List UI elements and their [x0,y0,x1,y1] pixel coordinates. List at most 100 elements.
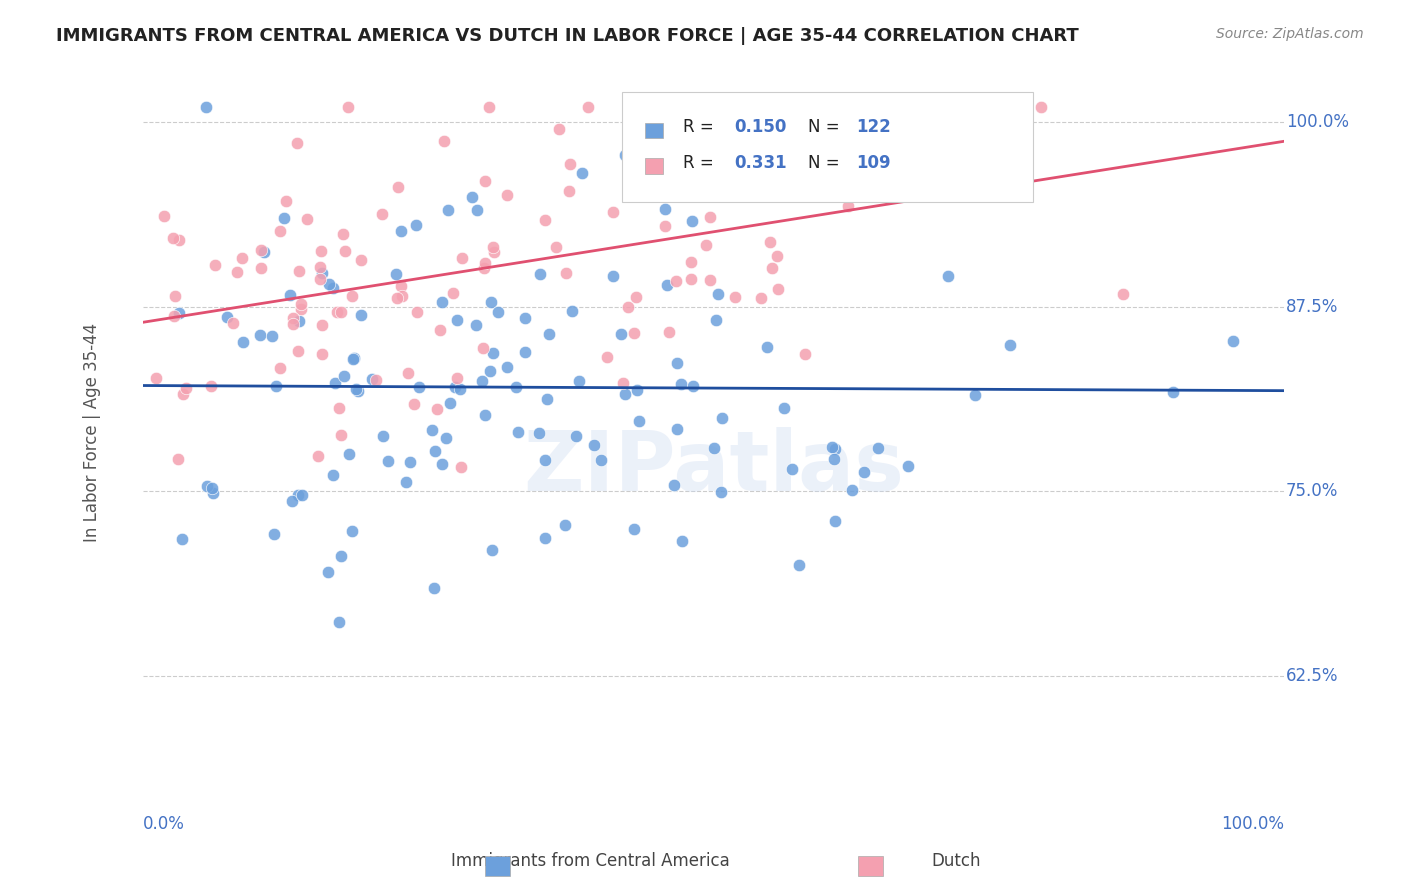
Point [249,327,271,342]
Point [322,280,344,294]
Point [335,244,357,258]
Point [1222,334,1244,348]
FancyBboxPatch shape [623,92,1033,202]
Point [269,224,291,238]
Point [350,308,373,322]
Point [264,379,287,393]
Point [290,301,312,316]
Point [405,304,427,318]
Point [628,414,651,428]
Point [420,423,443,437]
Text: IMMIGRANTS FROM CENTRAL AMERICA VS DUTCH IN LABOR FORCE | AGE 35-44 CORRELATION : IMMIGRANTS FROM CENTRAL AMERICA VS DUTCH… [56,27,1078,45]
Point [505,380,527,394]
Point [281,317,304,331]
Point [841,483,863,498]
Point [837,199,859,213]
Point [582,438,605,452]
Point [561,303,583,318]
Point [617,131,640,145]
Point [195,478,218,492]
Point [610,327,633,342]
Point [482,346,505,360]
Point [204,258,226,272]
Point [558,184,581,198]
Point [681,214,703,228]
Point [461,190,484,204]
Point [568,374,591,388]
Point [423,581,446,595]
Point [389,279,412,293]
Point [166,451,188,466]
Point [443,285,465,300]
Point [153,209,176,223]
Point [288,264,311,278]
Point [626,384,648,398]
Point [1112,287,1135,301]
Point [221,317,243,331]
Point [201,481,224,495]
Point [868,441,890,455]
Point [309,272,332,286]
Point [394,475,416,489]
Point [471,374,494,388]
Point [602,205,624,219]
Point [373,429,395,443]
Point [823,451,845,466]
Point [285,136,308,151]
Point [290,488,312,502]
Text: 0.0%: 0.0% [143,815,186,833]
Point [391,288,413,302]
Point [747,177,769,191]
Point [371,206,394,220]
Point [163,289,186,303]
Point [1031,100,1053,114]
Point [295,211,318,226]
Point [665,422,688,436]
Point [481,542,503,557]
Point [446,312,468,326]
Text: 100.0%: 100.0% [1286,112,1348,131]
Point [194,100,217,114]
Point [936,269,959,284]
Point [408,380,430,394]
Point [249,261,271,276]
Point [162,231,184,245]
Text: R =: R = [683,153,718,171]
Point [318,277,340,292]
Point [474,174,496,188]
Point [283,311,305,326]
Point [425,401,447,416]
Point [433,134,456,148]
Text: R =: R = [683,118,718,136]
Point [172,533,194,547]
Point [332,368,354,383]
Point [287,488,309,502]
Point [537,326,560,341]
Point [644,127,666,141]
Point [596,351,619,365]
Point [342,351,364,366]
Point [276,194,298,208]
Point [269,360,291,375]
Point [340,524,363,538]
Point [935,134,957,148]
Point [617,301,640,315]
Point [337,446,360,460]
Point [387,179,409,194]
Point [787,558,810,572]
Point [759,235,782,250]
Point [773,401,796,416]
Text: 87.5%: 87.5% [1286,298,1339,316]
Point [471,341,494,355]
Point [761,173,783,187]
Point [711,410,734,425]
Point [425,444,447,458]
Point [288,314,311,328]
Point [167,305,190,319]
Point [665,274,688,288]
Point [515,345,537,359]
Point [316,565,339,579]
Point [699,273,721,287]
Text: Immigrants from Central America: Immigrants from Central America [451,852,730,870]
Point [287,343,309,358]
